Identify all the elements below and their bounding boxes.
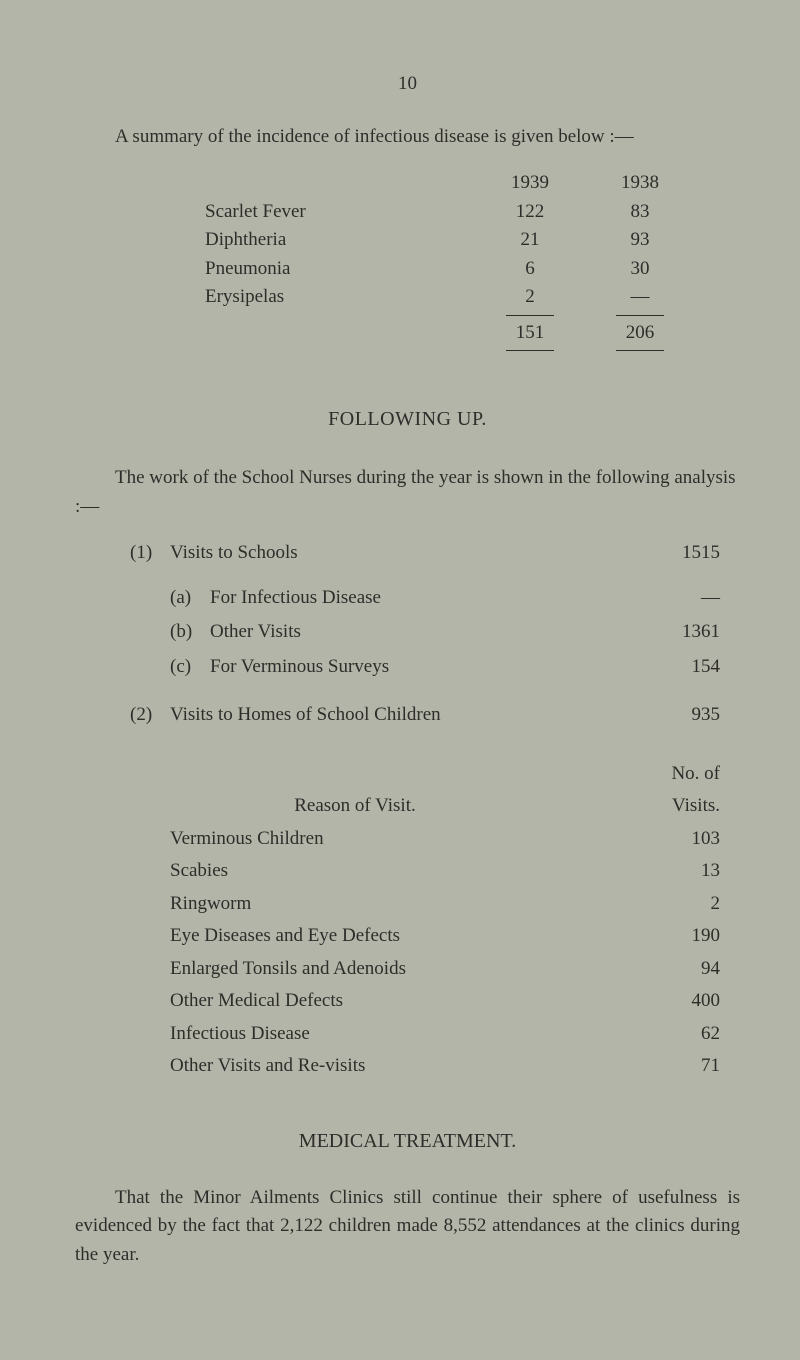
reason-row: Other Visits and Re-visits 71 bbox=[170, 1052, 740, 1081]
total-1938: 206 bbox=[585, 319, 695, 348]
total-row: 151 206 bbox=[205, 319, 740, 348]
item-text: For Verminous Surveys bbox=[210, 653, 640, 682]
reason-label: Eye Diseases and Eye Defects bbox=[170, 922, 640, 951]
list-item-1a: (a) For Infectious Disease — bbox=[170, 584, 740, 613]
reason-label: Infectious Disease bbox=[170, 1020, 640, 1049]
following-up-intro: The work of the School Nurses during the… bbox=[75, 464, 740, 521]
divider-icon bbox=[616, 350, 664, 351]
list-item-1b: (b) Other Visits 1361 bbox=[170, 618, 740, 647]
reason-value: 190 bbox=[640, 922, 740, 951]
table-header-row: 1939 1938 bbox=[205, 169, 740, 198]
reason-table: No. of Reason of Visit. Visits. Verminou… bbox=[170, 760, 740, 1081]
disease-val-1938: 30 bbox=[585, 255, 695, 284]
reason-label: Scabies bbox=[170, 857, 640, 886]
item-text: Visits to Schools bbox=[170, 539, 640, 568]
medical-treatment-heading: MEDICAL TREATMENT. bbox=[75, 1126, 740, 1156]
disease-label: Scarlet Fever bbox=[205, 198, 475, 227]
header-year-1938: 1938 bbox=[585, 169, 695, 198]
reason-label: Enlarged Tonsils and Adenoids bbox=[170, 955, 640, 984]
reason-label: Other Visits and Re-visits bbox=[170, 1052, 640, 1081]
table-row: Diphtheria 21 93 bbox=[205, 226, 740, 255]
total-1939: 151 bbox=[475, 319, 585, 348]
reason-label: Other Medical Defects bbox=[170, 987, 640, 1016]
table-row: Erysipelas 2 — bbox=[205, 283, 740, 312]
reason-value: 94 bbox=[640, 955, 740, 984]
disease-val-1938: — bbox=[585, 283, 695, 312]
no-of-header: No. of bbox=[620, 760, 740, 789]
reason-header-row: No. of bbox=[170, 760, 740, 789]
reason-header-row2: Reason of Visit. Visits. bbox=[170, 792, 740, 821]
list-item-1: (1) Visits to Schools 1515 bbox=[130, 539, 740, 568]
reason-row: Scabies 13 bbox=[170, 857, 740, 886]
item-text: Visits to Homes of School Children bbox=[170, 701, 640, 730]
divider-icon bbox=[506, 350, 554, 351]
reason-row: Ringworm 2 bbox=[170, 890, 740, 919]
item-number: (a) bbox=[170, 584, 210, 613]
disease-val-1939: 21 bbox=[475, 226, 585, 255]
treatment-paragraph: That the Minor Ailments Clinics still co… bbox=[75, 1184, 740, 1270]
item-number: (c) bbox=[170, 653, 210, 682]
divider-icon bbox=[506, 315, 554, 316]
disease-val-1938: 93 bbox=[585, 226, 695, 255]
reason-row: Infectious Disease 62 bbox=[170, 1020, 740, 1049]
list-item-2: (2) Visits to Homes of School Children 9… bbox=[130, 701, 740, 730]
reason-value: 400 bbox=[640, 987, 740, 1016]
header-blank bbox=[205, 169, 475, 198]
rule-row bbox=[205, 347, 740, 354]
item-value: 935 bbox=[640, 701, 740, 730]
reason-row: Other Medical Defects 400 bbox=[170, 987, 740, 1016]
header-year-1939: 1939 bbox=[475, 169, 585, 198]
item-text: Other Visits bbox=[210, 618, 640, 647]
disease-val-1938: 83 bbox=[585, 198, 695, 227]
item-text: For Infectious Disease bbox=[210, 584, 640, 613]
reason-value: 13 bbox=[640, 857, 740, 886]
disease-val-1939: 6 bbox=[475, 255, 585, 284]
incidence-table: 1939 1938 Scarlet Fever 122 83 Diphtheri… bbox=[205, 169, 740, 354]
reason-value: 71 bbox=[640, 1052, 740, 1081]
reason-value: 103 bbox=[640, 825, 740, 854]
list-item-1c: (c) For Verminous Surveys 154 bbox=[170, 653, 740, 682]
disease-label: Diphtheria bbox=[205, 226, 475, 255]
item-number: (1) bbox=[130, 539, 170, 568]
disease-val-1939: 2 bbox=[475, 283, 585, 312]
disease-label: Pneumonia bbox=[205, 255, 475, 284]
disease-val-1939: 122 bbox=[475, 198, 585, 227]
reason-value: 62 bbox=[640, 1020, 740, 1049]
analysis-list: (1) Visits to Schools 1515 (a) For Infec… bbox=[130, 539, 740, 730]
rule-row bbox=[205, 312, 740, 319]
reason-visit-header: Reason of Visit. bbox=[170, 792, 620, 821]
reason-label: Ringworm bbox=[170, 890, 640, 919]
intro-paragraph: A summary of the incidence of infectious… bbox=[75, 123, 740, 152]
reason-row: Verminous Children 103 bbox=[170, 825, 740, 854]
item-value: 1515 bbox=[640, 539, 740, 568]
reason-value: 2 bbox=[640, 890, 740, 919]
table-row: Pneumonia 6 30 bbox=[205, 255, 740, 284]
divider-icon bbox=[616, 315, 664, 316]
item-value: — bbox=[640, 584, 740, 613]
item-value: 154 bbox=[640, 653, 740, 682]
item-number: (2) bbox=[130, 701, 170, 730]
table-row: Scarlet Fever 122 83 bbox=[205, 198, 740, 227]
visits-header: Visits. bbox=[620, 792, 740, 821]
item-number: (b) bbox=[170, 618, 210, 647]
page-number: 10 bbox=[75, 70, 740, 99]
disease-label: Erysipelas bbox=[205, 283, 475, 312]
reason-row: Eye Diseases and Eye Defects 190 bbox=[170, 922, 740, 951]
reason-row: Enlarged Tonsils and Adenoids 94 bbox=[170, 955, 740, 984]
following-up-heading: FOLLOWING UP. bbox=[75, 404, 740, 434]
reason-label: Verminous Children bbox=[170, 825, 640, 854]
item-value: 1361 bbox=[640, 618, 740, 647]
